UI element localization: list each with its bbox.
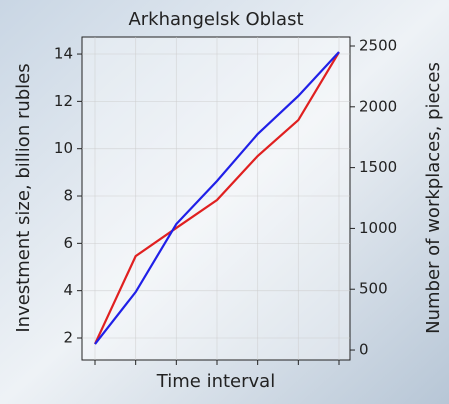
line-series — [94, 51, 340, 345]
chart-title: Arkhangelsk Oblast — [128, 9, 303, 30]
y-axis-label: Investment size, billion rubles — [13, 63, 34, 332]
y2-tick-label: 1000 — [359, 219, 397, 237]
line-series — [94, 51, 340, 345]
y2-tick-label: 0 — [359, 341, 369, 359]
y2-tick-label: 1500 — [359, 158, 397, 176]
y-tick-label: 12 — [54, 92, 73, 110]
plot-area — [81, 36, 351, 361]
y2-tick-label: 2000 — [359, 97, 397, 115]
x-axis-label: Time interval — [156, 371, 275, 392]
y-tick-label: 2 — [63, 328, 73, 346]
y2-tick-label: 2500 — [359, 36, 397, 54]
y-tick-label: 10 — [54, 139, 73, 157]
y2-axis-label: Number of workplaces, pieces — [423, 62, 444, 334]
y-tick-label: 8 — [63, 187, 73, 205]
y-tick-label: 6 — [63, 234, 73, 252]
y-tick-label: 4 — [63, 281, 73, 299]
y2-tick-label: 500 — [359, 280, 388, 298]
y-tick-label: 14 — [54, 45, 73, 63]
